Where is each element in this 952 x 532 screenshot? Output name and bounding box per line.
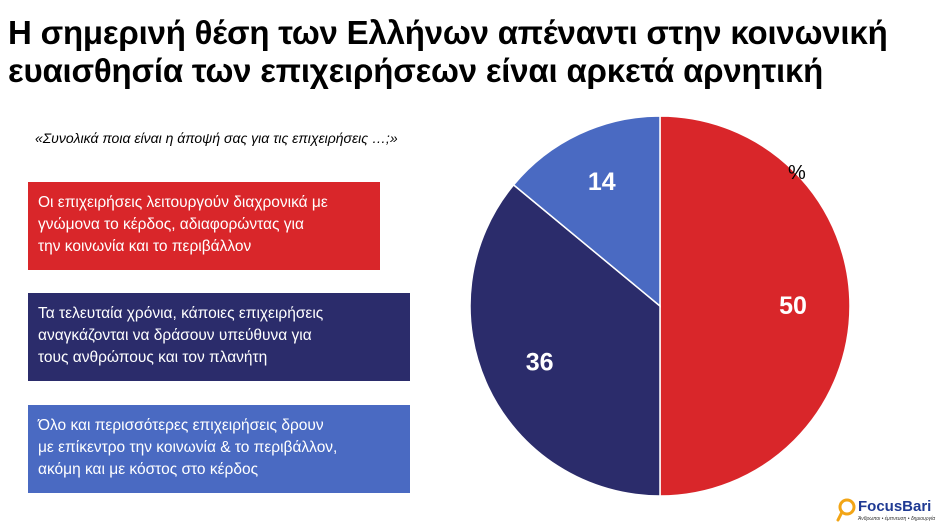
legend-item-profit: Οι επιχειρήσεις λειτουργούν διαχρονικά μ… (28, 182, 380, 270)
pie-slice-positive (512, 115, 661, 308)
page-title: Η σημερινή θέση των Ελλήνων απέναντι στη… (8, 14, 944, 90)
legend-item-line: με επίκεντρο την κοινωνία & το περιβάλλο… (38, 439, 338, 456)
unit-label: % (788, 162, 806, 184)
legend-item-line: αναγκάζονται να δράσουν υπεύθυνα για (38, 327, 312, 344)
title-line-2: ευαισθησία των επιχειρήσεων είναι αρκετά… (8, 52, 824, 89)
legend-item-line: την κοινωνία και το περιβάλλον (38, 238, 252, 255)
pie-labels: 50 36 14 (526, 168, 807, 376)
legend-item-forced: Τα τελευταία χρόνια, κάποιες επιχειρήσει… (28, 293, 410, 381)
legend-item-line: τους ανθρώπους και τον πλανήτη (38, 349, 268, 366)
logo-name: FocusBari (858, 498, 932, 515)
pie-slice-label: 50 (779, 292, 807, 320)
pie-slice-forced (469, 183, 661, 497)
legend-item-line: Τα τελευταία χρόνια, κάποιες επιχειρήσει… (38, 305, 324, 322)
legend-item-society: Όλο και περισσότερες επιχειρήσεις δρουν … (28, 405, 410, 493)
focusbari-logo: FocusBari Άνθρωποι • έμπνευση • δημιουργ… (836, 497, 948, 529)
title-line-1: Η σημερινή θέση των Ελλήνων απέναντι στη… (8, 14, 888, 51)
legend-item-line: Οι επιχειρήσεις λειτουργούν διαχρονικά μ… (38, 194, 328, 211)
legend-item-line: γνώμονα το κέρδος, αδιαφορώντας για (38, 216, 304, 233)
pie-slice-label: 14 (588, 168, 616, 196)
legend-item-line: ακόμη και με κόστος στο κέρδος (38, 461, 259, 478)
pie-slices (469, 115, 851, 497)
logo-tagline: Άνθρωποι • έμπνευση • δημιουργία (858, 516, 936, 522)
legend-item-line: Όλο και περισσότερες επιχειρήσεις δρουν (38, 417, 324, 434)
pie-slice-negative (659, 115, 851, 497)
magnifier-icon (836, 498, 856, 522)
pie-slice-label: 36 (526, 349, 554, 377)
survey-question: «Συνολικά ποια είναι η άποψή σας για τις… (35, 130, 398, 146)
